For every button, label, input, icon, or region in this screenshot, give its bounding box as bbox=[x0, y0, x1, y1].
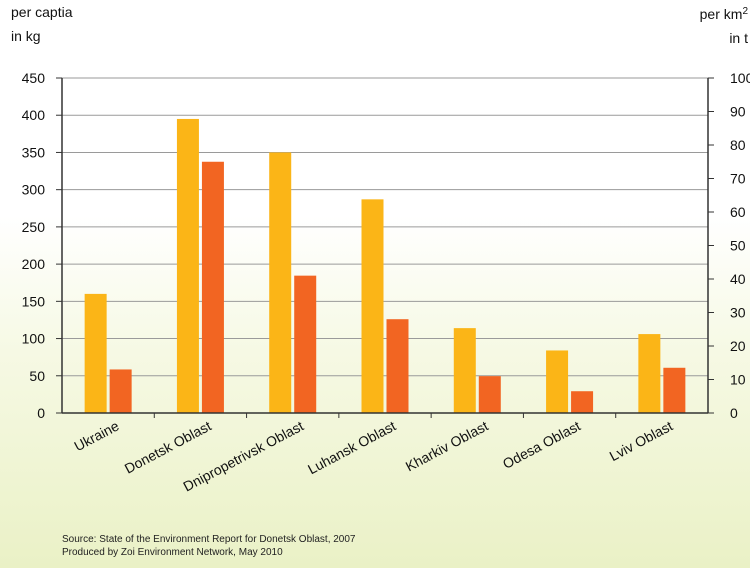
right-axis-tick-label: 30 bbox=[730, 305, 746, 321]
x-axis-category-label: Kharkiv Oblast bbox=[403, 417, 491, 474]
bar-series2 bbox=[294, 275, 317, 413]
left-axis-tick-label: 250 bbox=[22, 219, 46, 235]
x-axis-category-label: Luhansk Oblast bbox=[305, 417, 399, 477]
left-axis-unit-line1: per captia bbox=[11, 4, 73, 20]
left-axis-unit-line2: in kg bbox=[11, 28, 41, 44]
x-axis-category-label: Ukraine bbox=[71, 417, 121, 454]
x-axis-category-label: Lviv Oblast bbox=[607, 417, 676, 464]
bar-series1 bbox=[361, 199, 384, 413]
bar-chart: 0 50 100 150 200 250 300 350 400 450 0 10 20 30 40 50 60… bbox=[22, 70, 750, 494]
bar-series2 bbox=[478, 376, 501, 413]
right-axis-unit-line2: in t bbox=[729, 30, 748, 46]
right-axis-unit-sup: 2 bbox=[742, 6, 748, 17]
left-axis-tick-label: 150 bbox=[22, 293, 46, 309]
bar-series2 bbox=[386, 319, 409, 413]
right-axis-tick-label: 10 bbox=[730, 372, 746, 388]
right-axis-tick-label: 20 bbox=[730, 338, 746, 354]
right-axis-unit-line1: per km2 bbox=[700, 0, 748, 26]
left-axis-tick-label: 400 bbox=[22, 107, 46, 123]
right-axis-tick-label: 80 bbox=[730, 137, 746, 153]
right-axis-tick-label: 40 bbox=[730, 271, 746, 287]
left-axis-tick-label: 450 bbox=[22, 70, 46, 86]
left-axis-tick-label: 100 bbox=[22, 331, 46, 347]
bar-series2 bbox=[571, 391, 594, 413]
produced-by-note: Produced by Zoi Environment Network, May… bbox=[62, 547, 283, 558]
bar-series1 bbox=[546, 350, 569, 413]
left-axis-tick-label: 300 bbox=[22, 182, 46, 198]
right-axis-tick-label: 70 bbox=[730, 171, 746, 187]
left-axis-tick-label: 0 bbox=[37, 405, 45, 421]
x-axis-category-label: Odesa Oblast bbox=[500, 417, 583, 471]
right-axis-tick-label: 90 bbox=[730, 104, 746, 120]
x-axis-category-label: Donetsk Oblast bbox=[122, 417, 214, 476]
right-axis-tick-label: 50 bbox=[730, 238, 746, 254]
left-axis-tick-label: 200 bbox=[22, 256, 46, 272]
right-axis-unit-base: per km bbox=[699, 6, 743, 22]
right-axis-unit-label: per km2 in t bbox=[700, 0, 748, 50]
right-axis-tick-label: 0 bbox=[730, 405, 738, 421]
bar-series1 bbox=[84, 293, 107, 413]
left-axis-unit-label: per captia in kg bbox=[11, 0, 72, 48]
bar-series2 bbox=[201, 161, 224, 413]
left-axis-tick-label: 50 bbox=[29, 368, 45, 384]
bar-series1 bbox=[269, 152, 292, 413]
bar-series1 bbox=[176, 118, 199, 413]
bar-series1 bbox=[638, 334, 661, 413]
right-axis-tick-label: 60 bbox=[730, 204, 746, 220]
source-note: Source: State of the Environment Report … bbox=[62, 534, 356, 545]
bar-series2 bbox=[109, 369, 132, 413]
right-axis-tick-label: 100 bbox=[730, 70, 750, 86]
bar-series2 bbox=[663, 367, 686, 413]
bar-series1 bbox=[453, 328, 476, 413]
left-axis-tick-label: 350 bbox=[22, 144, 46, 160]
